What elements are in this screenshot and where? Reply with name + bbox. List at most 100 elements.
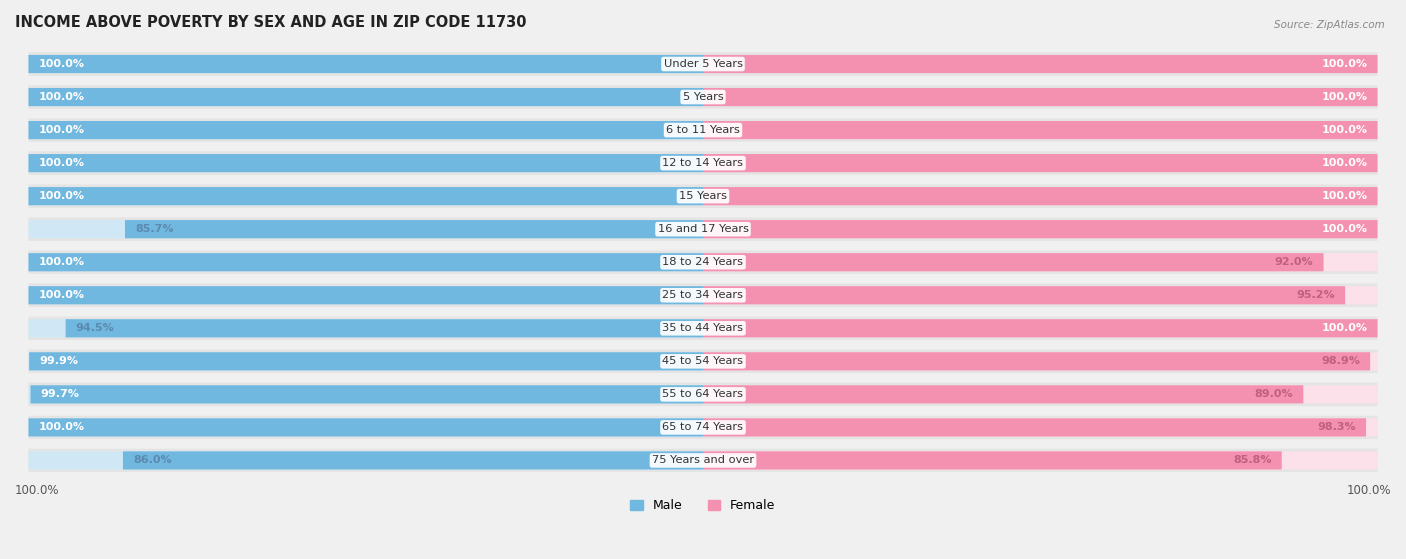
Text: 12 to 14 Years: 12 to 14 Years	[662, 158, 744, 168]
FancyBboxPatch shape	[703, 352, 1369, 371]
Text: 6 to 11 Years: 6 to 11 Years	[666, 125, 740, 135]
FancyBboxPatch shape	[28, 383, 1378, 406]
Text: 100.0%: 100.0%	[38, 125, 84, 135]
FancyBboxPatch shape	[703, 55, 1378, 73]
FancyBboxPatch shape	[703, 418, 1378, 437]
FancyBboxPatch shape	[28, 253, 703, 271]
Text: 86.0%: 86.0%	[134, 456, 172, 466]
Text: 100.0%: 100.0%	[1322, 158, 1368, 168]
FancyBboxPatch shape	[28, 187, 703, 205]
FancyBboxPatch shape	[703, 121, 1378, 139]
Text: 100.0%: 100.0%	[38, 290, 84, 300]
Text: 100.0%: 100.0%	[1322, 92, 1368, 102]
FancyBboxPatch shape	[122, 451, 703, 470]
Text: 5 Years: 5 Years	[683, 92, 723, 102]
Text: 85.8%: 85.8%	[1233, 456, 1271, 466]
FancyBboxPatch shape	[703, 385, 1303, 404]
Text: 98.3%: 98.3%	[1317, 423, 1355, 433]
FancyBboxPatch shape	[28, 121, 703, 139]
FancyBboxPatch shape	[28, 349, 1378, 373]
Text: 35 to 44 Years: 35 to 44 Years	[662, 323, 744, 333]
Text: Under 5 Years: Under 5 Years	[664, 59, 742, 69]
FancyBboxPatch shape	[28, 416, 1378, 439]
FancyBboxPatch shape	[28, 250, 1378, 274]
FancyBboxPatch shape	[28, 253, 703, 271]
FancyBboxPatch shape	[703, 319, 1378, 338]
FancyBboxPatch shape	[28, 119, 1378, 142]
FancyBboxPatch shape	[703, 418, 1367, 437]
FancyBboxPatch shape	[28, 286, 703, 304]
Text: INCOME ABOVE POVERTY BY SEX AND AGE IN ZIP CODE 11730: INCOME ABOVE POVERTY BY SEX AND AGE IN Z…	[15, 15, 526, 30]
Text: 95.2%: 95.2%	[1296, 290, 1336, 300]
Text: 85.7%: 85.7%	[135, 224, 173, 234]
Text: 18 to 24 Years: 18 to 24 Years	[662, 257, 744, 267]
FancyBboxPatch shape	[703, 121, 1378, 139]
Text: Source: ZipAtlas.com: Source: ZipAtlas.com	[1274, 20, 1385, 30]
FancyBboxPatch shape	[28, 220, 703, 238]
FancyBboxPatch shape	[703, 253, 1378, 271]
FancyBboxPatch shape	[28, 418, 703, 437]
FancyBboxPatch shape	[28, 88, 703, 106]
Text: 100.0%: 100.0%	[38, 423, 84, 433]
FancyBboxPatch shape	[28, 187, 703, 205]
FancyBboxPatch shape	[703, 220, 1378, 238]
Text: 55 to 64 Years: 55 to 64 Years	[662, 390, 744, 399]
Text: 100.0%: 100.0%	[1322, 191, 1368, 201]
Text: 94.5%: 94.5%	[76, 323, 114, 333]
FancyBboxPatch shape	[703, 352, 1378, 371]
FancyBboxPatch shape	[30, 352, 703, 371]
Text: 100.0%: 100.0%	[15, 484, 59, 496]
Text: 25 to 34 Years: 25 to 34 Years	[662, 290, 744, 300]
FancyBboxPatch shape	[703, 286, 1346, 304]
Text: 98.9%: 98.9%	[1322, 356, 1360, 366]
FancyBboxPatch shape	[28, 316, 1378, 340]
Text: 100.0%: 100.0%	[1322, 125, 1368, 135]
FancyBboxPatch shape	[28, 55, 703, 73]
FancyBboxPatch shape	[703, 154, 1378, 172]
FancyBboxPatch shape	[125, 220, 703, 238]
FancyBboxPatch shape	[28, 286, 703, 304]
FancyBboxPatch shape	[703, 319, 1378, 338]
Text: 92.0%: 92.0%	[1275, 257, 1313, 267]
FancyBboxPatch shape	[703, 55, 1378, 73]
FancyBboxPatch shape	[28, 86, 1378, 109]
FancyBboxPatch shape	[28, 451, 703, 470]
FancyBboxPatch shape	[28, 449, 1378, 472]
FancyBboxPatch shape	[703, 451, 1282, 470]
Text: 100.0%: 100.0%	[38, 191, 84, 201]
Text: 99.7%: 99.7%	[41, 390, 80, 399]
FancyBboxPatch shape	[703, 187, 1378, 205]
FancyBboxPatch shape	[28, 121, 703, 139]
Legend: Male, Female: Male, Female	[626, 494, 780, 517]
FancyBboxPatch shape	[703, 220, 1378, 238]
FancyBboxPatch shape	[31, 385, 703, 404]
FancyBboxPatch shape	[28, 154, 703, 172]
FancyBboxPatch shape	[28, 319, 703, 338]
FancyBboxPatch shape	[28, 217, 1378, 241]
Text: 100.0%: 100.0%	[38, 59, 84, 69]
FancyBboxPatch shape	[703, 88, 1378, 106]
Text: 100.0%: 100.0%	[38, 92, 84, 102]
Text: 100.0%: 100.0%	[1322, 224, 1368, 234]
Text: 15 Years: 15 Years	[679, 191, 727, 201]
FancyBboxPatch shape	[28, 283, 1378, 307]
FancyBboxPatch shape	[703, 286, 1378, 304]
Text: 100.0%: 100.0%	[1347, 484, 1391, 496]
FancyBboxPatch shape	[703, 385, 1378, 404]
FancyBboxPatch shape	[28, 88, 703, 106]
FancyBboxPatch shape	[28, 53, 1378, 75]
Text: 16 and 17 Years: 16 and 17 Years	[658, 224, 748, 234]
FancyBboxPatch shape	[703, 154, 1378, 172]
FancyBboxPatch shape	[66, 319, 703, 338]
FancyBboxPatch shape	[28, 385, 703, 404]
Text: 100.0%: 100.0%	[38, 257, 84, 267]
FancyBboxPatch shape	[703, 88, 1378, 106]
Text: 89.0%: 89.0%	[1254, 390, 1294, 399]
Text: 75 Years and over: 75 Years and over	[652, 456, 754, 466]
FancyBboxPatch shape	[28, 151, 1378, 175]
FancyBboxPatch shape	[28, 55, 703, 73]
FancyBboxPatch shape	[703, 187, 1378, 205]
Text: 99.9%: 99.9%	[39, 356, 79, 366]
Text: 45 to 54 Years: 45 to 54 Years	[662, 356, 744, 366]
FancyBboxPatch shape	[703, 451, 1378, 470]
